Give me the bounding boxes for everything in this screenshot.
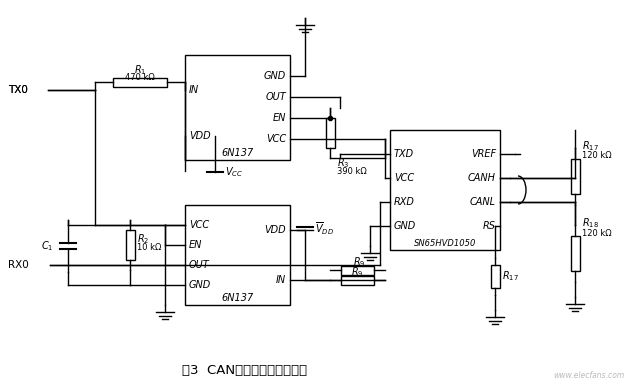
Text: $R_9$: $R_9$: [353, 255, 366, 269]
Text: RX0: RX0: [8, 260, 29, 270]
Text: 390 kΩ: 390 kΩ: [337, 167, 367, 175]
Text: GND: GND: [394, 221, 416, 231]
Text: OUT: OUT: [189, 260, 210, 270]
Bar: [125, 230, 135, 260]
Text: GND: GND: [189, 280, 211, 290]
Text: TXD: TXD: [394, 149, 414, 159]
Text: 10 kΩ: 10 kΩ: [137, 243, 161, 253]
Bar: [341, 275, 374, 285]
Text: TX0: TX0: [8, 84, 28, 94]
Text: $R_{17}$: $R_{17}$: [582, 139, 599, 153]
Text: 6N137: 6N137: [221, 148, 254, 158]
Text: RXD: RXD: [394, 197, 415, 207]
Bar: [341, 265, 374, 275]
Text: $R_1$: $R_1$: [134, 63, 146, 77]
Bar: [185, 205, 290, 305]
Bar: [113, 78, 167, 86]
Text: VDD: VDD: [265, 225, 286, 235]
Text: VCC: VCC: [266, 134, 286, 144]
Text: $V_{CC}$: $V_{CC}$: [225, 165, 243, 179]
Text: RS: RS: [483, 221, 496, 231]
Text: EN: EN: [189, 240, 202, 250]
Bar: [571, 159, 580, 194]
Text: 图3  CAN总线接口的具体设计: 图3 CAN总线接口的具体设计: [182, 364, 308, 376]
Text: EN: EN: [273, 113, 286, 123]
Text: SN65HVD1050: SN65HVD1050: [414, 238, 476, 248]
Text: $\overline{V}_{DD}$: $\overline{V}_{DD}$: [315, 221, 334, 237]
Text: $R_{17}$: $R_{17}$: [502, 270, 519, 283]
Text: $R_{18}$: $R_{18}$: [582, 216, 599, 230]
Text: 120 kΩ: 120 kΩ: [582, 228, 612, 237]
Text: $R_2$: $R_2$: [137, 232, 150, 246]
Text: VCC: VCC: [394, 173, 414, 183]
Text: 6N137: 6N137: [221, 293, 254, 303]
Text: IN: IN: [276, 275, 286, 285]
Text: 470 kΩ: 470 kΩ: [125, 73, 155, 81]
Text: CANL: CANL: [470, 197, 496, 207]
Text: 120 kΩ: 120 kΩ: [582, 152, 612, 161]
Text: www.elecfans.com: www.elecfans.com: [554, 371, 625, 379]
Bar: [390, 130, 500, 250]
Text: $R_9$: $R_9$: [351, 265, 364, 279]
Text: $C_1$: $C_1$: [40, 239, 53, 253]
Text: IN: IN: [189, 84, 199, 94]
Bar: [325, 118, 334, 148]
Text: GND: GND: [264, 71, 286, 81]
Bar: [490, 265, 499, 288]
Text: CANH: CANH: [468, 173, 496, 183]
Bar: [571, 237, 580, 271]
Text: VREF: VREF: [471, 149, 496, 159]
Text: TX0: TX0: [8, 84, 28, 94]
Text: VCC: VCC: [189, 220, 209, 230]
Text: $R_3$: $R_3$: [337, 156, 349, 170]
Bar: [185, 55, 290, 160]
Text: OUT: OUT: [265, 92, 286, 102]
Text: VDD: VDD: [189, 131, 211, 141]
